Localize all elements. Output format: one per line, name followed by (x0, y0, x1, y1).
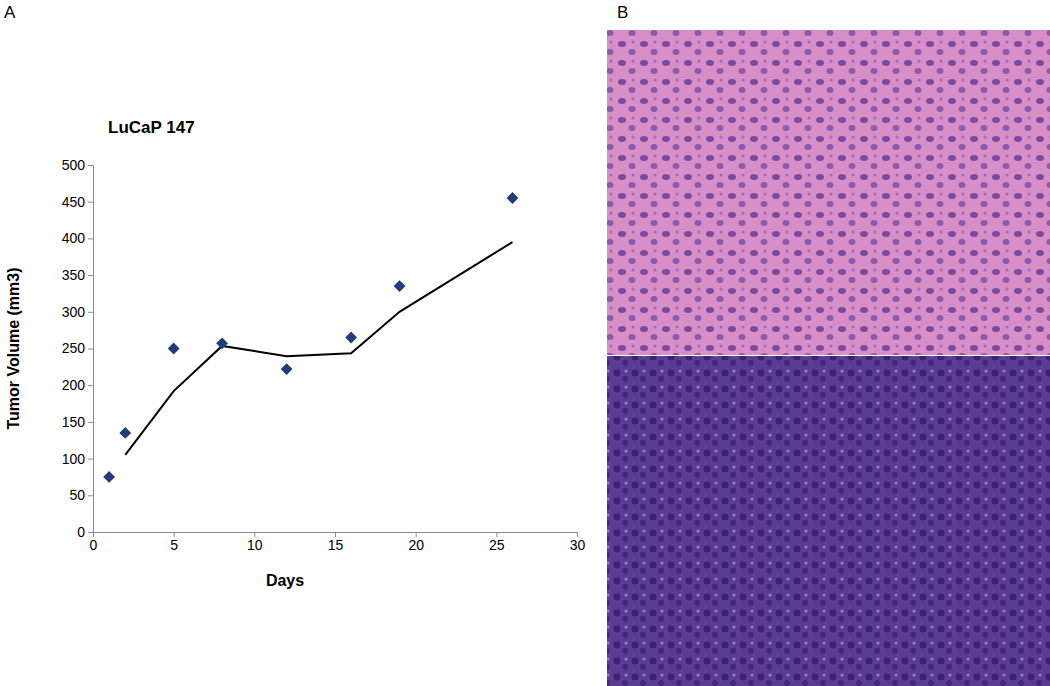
panel-label: A (4, 3, 16, 22)
x-tick: 30 (570, 532, 586, 553)
y-tick-mark (88, 422, 93, 423)
data-point (103, 471, 115, 483)
y-axis-title: Tumor Volume (mm3) (5, 267, 22, 429)
y-tick: 250 (62, 340, 93, 356)
y-tick-label: 100 (62, 451, 86, 467)
y-tick-label: 450 (62, 194, 86, 210)
y-tick-mark (88, 385, 93, 386)
y-tick: 50 (69, 487, 93, 503)
y-tick-label: 250 (62, 340, 86, 356)
data-point (281, 363, 293, 375)
y-tick-mark (88, 532, 93, 533)
x-tick: 15 (328, 532, 344, 553)
y-tick-mark (88, 495, 93, 496)
panel-label: B (617, 3, 628, 22)
y-tick: 200 (62, 377, 93, 393)
y-tick-label: 400 (62, 230, 86, 246)
y-tick: 400 (62, 230, 93, 246)
figure: ABLuCaP 14705010015020025030035040045050… (0, 0, 1050, 686)
y-axis: 0 50 100 150 200 250 300 350 400 450 500 (62, 157, 94, 540)
y-tick: 450 (62, 194, 93, 210)
y-tick-mark (88, 238, 93, 239)
x-tick: 5 (170, 532, 178, 553)
y-tick-label: 500 (62, 157, 86, 173)
y-tick-label: 200 (62, 377, 86, 393)
y-tick: 350 (62, 267, 93, 283)
x-tick-label: 15 (328, 537, 344, 553)
y-tick-mark (88, 275, 93, 276)
data-point (345, 332, 357, 344)
x-axis-title: Days (266, 572, 304, 589)
x-tick: 10 (247, 532, 263, 553)
trend-line (125, 242, 512, 455)
y-tick-label: 350 (62, 267, 86, 283)
x-tick: 20 (408, 532, 424, 553)
y-tick-label: 300 (62, 304, 86, 320)
x-tick: 25 (489, 532, 505, 553)
x-axis: 0 5 10 15 20 25 30 (90, 532, 586, 553)
x-tick-label: 5 (170, 537, 178, 553)
histology-image-bottom (607, 356, 1050, 686)
y-tick-mark (88, 165, 93, 166)
data-point (216, 337, 228, 349)
image-divider (607, 355, 1050, 356)
y-tick: 300 (62, 304, 93, 320)
y-axis-line (93, 166, 94, 533)
x-tick: 0 (90, 532, 98, 553)
histology-image-top (607, 30, 1050, 355)
y-tick-label: 150 (62, 414, 86, 430)
plot-area (103, 192, 518, 483)
chart-title: LuCaP 147 (108, 118, 195, 137)
data-point (168, 343, 180, 355)
y-tick-mark (88, 349, 93, 350)
x-tick-label: 10 (247, 537, 263, 553)
x-tick-label: 30 (570, 537, 586, 553)
data-point (507, 192, 519, 204)
y-tick-label: 50 (69, 487, 85, 503)
y-tick-label: 0 (77, 524, 85, 540)
y-tick: 150 (62, 414, 93, 430)
y-tick-mark (88, 312, 93, 313)
y-tick: 500 (62, 157, 93, 173)
y-tick-mark (88, 202, 93, 203)
x-tick-label: 0 (90, 537, 98, 553)
y-tick-mark (88, 459, 93, 460)
y-tick: 100 (62, 451, 93, 467)
data-point (119, 427, 131, 439)
data-point (394, 280, 406, 292)
x-tick-label: 25 (489, 537, 505, 553)
x-tick-label: 20 (408, 537, 424, 553)
